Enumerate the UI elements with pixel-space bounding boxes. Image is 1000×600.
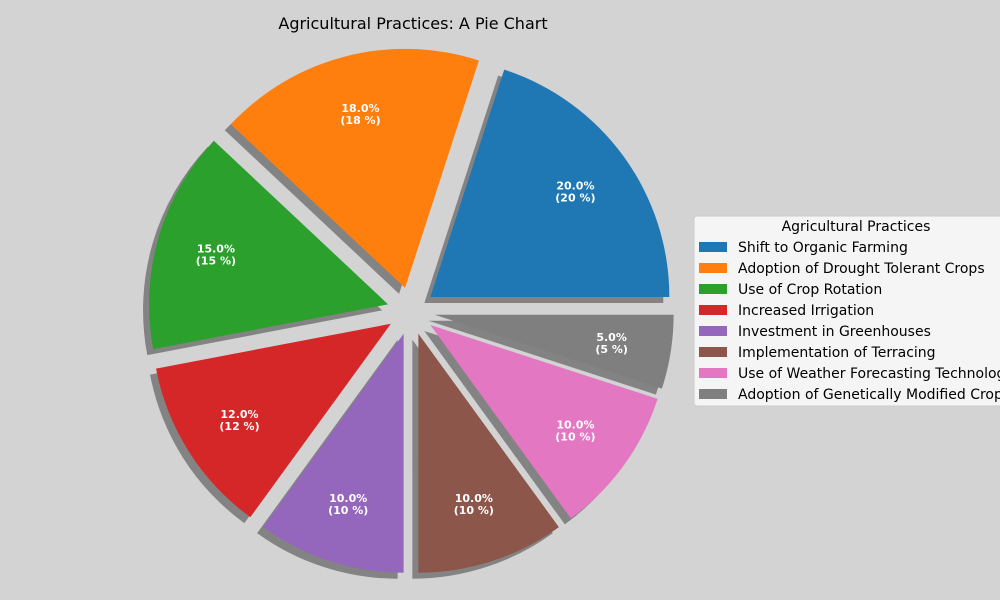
legend-swatch-1 xyxy=(699,242,727,252)
legend-label-6: Implementation of Terracing xyxy=(738,345,936,361)
legend-label-4: Increased Irrigation xyxy=(738,303,874,319)
slice-percent-text: 10.0% xyxy=(455,492,493,505)
chart-title: Agricultural Practices: A Pie Chart xyxy=(278,14,547,33)
slice-value-text: (15 %) xyxy=(196,254,236,267)
slice-percent-text: 20.0% xyxy=(556,180,594,193)
legend-label-5: Investment in Greenhouses xyxy=(738,324,931,340)
slice-label-2: 18.0% (18 %) xyxy=(340,102,380,127)
slice-value-text: (20 %) xyxy=(555,192,595,205)
legend-swatch-4 xyxy=(699,305,727,315)
slice-percent-text: 18.0% xyxy=(341,102,379,115)
legend-swatch-2 xyxy=(699,263,727,273)
slice-percent-text: 10.0% xyxy=(329,492,367,505)
legend-label-8: Adoption of Genetically Modified Crops xyxy=(738,387,1000,403)
slice-label-3: 15.0% (15 %) xyxy=(196,242,236,267)
legend-label-2: Adoption of Drought Tolerant Crops xyxy=(738,261,985,277)
pie-slice-8 xyxy=(434,314,674,389)
slice-value-text: (5 %) xyxy=(595,343,628,356)
slice-value-text: (10 %) xyxy=(454,504,494,517)
slice-label-8: 5.0% (5 %) xyxy=(595,331,628,356)
legend-swatch-5 xyxy=(699,326,727,336)
pie-slice-5 xyxy=(263,333,404,573)
legend-items: Shift to Organic Farming Adoption of Drou… xyxy=(699,240,1000,403)
legend-label-7: Use of Weather Forecasting Technology xyxy=(738,366,1000,382)
pie-slices xyxy=(149,48,674,573)
slice-value-text: (12 %) xyxy=(219,420,259,433)
pie-slice-6 xyxy=(418,333,559,573)
slice-label-7: 10.0% (10 %) xyxy=(555,418,595,443)
legend-swatch-7 xyxy=(699,368,727,378)
pie-slice-4 xyxy=(156,323,391,518)
slice-label-4: 12.0% (12 %) xyxy=(219,408,259,433)
slice-label-5: 10.0% (10 %) xyxy=(328,492,368,517)
slice-value-text: (18 %) xyxy=(340,114,380,127)
legend-box xyxy=(693,215,1000,407)
slice-value-text: (10 %) xyxy=(328,504,368,517)
slice-percent-text: 10.0% xyxy=(556,418,594,431)
slice-percent-text: 5.0% xyxy=(596,331,627,344)
slice-label-6: 10.0% (10 %) xyxy=(454,492,494,517)
pie-slice-1 xyxy=(430,69,670,297)
legend-swatch-8 xyxy=(699,389,727,399)
slice-percent-text: 12.0% xyxy=(220,408,258,421)
legend: Agricultural Practices Shift to Organic … xyxy=(693,215,1000,407)
slice-value-text: (10 %) xyxy=(555,430,595,443)
slice-label-1: 20.0% (20 %) xyxy=(555,180,595,205)
legend-title: Agricultural Practices xyxy=(782,219,931,235)
slice-percent-text: 15.0% xyxy=(197,242,235,255)
legend-label-3: Use of Crop Rotation xyxy=(738,282,882,298)
legend-swatch-3 xyxy=(699,284,727,294)
legend-label-1: Shift to Organic Farming xyxy=(738,240,908,256)
pie-slice-7 xyxy=(430,325,658,519)
pie-slice-3 xyxy=(149,140,389,350)
pie-slice-2 xyxy=(230,48,479,288)
legend-swatch-6 xyxy=(699,347,727,357)
slice-labels: 20.0% (20 %)18.0% (18 %)15.0% (15 %)12.0% (1… xyxy=(196,102,628,517)
